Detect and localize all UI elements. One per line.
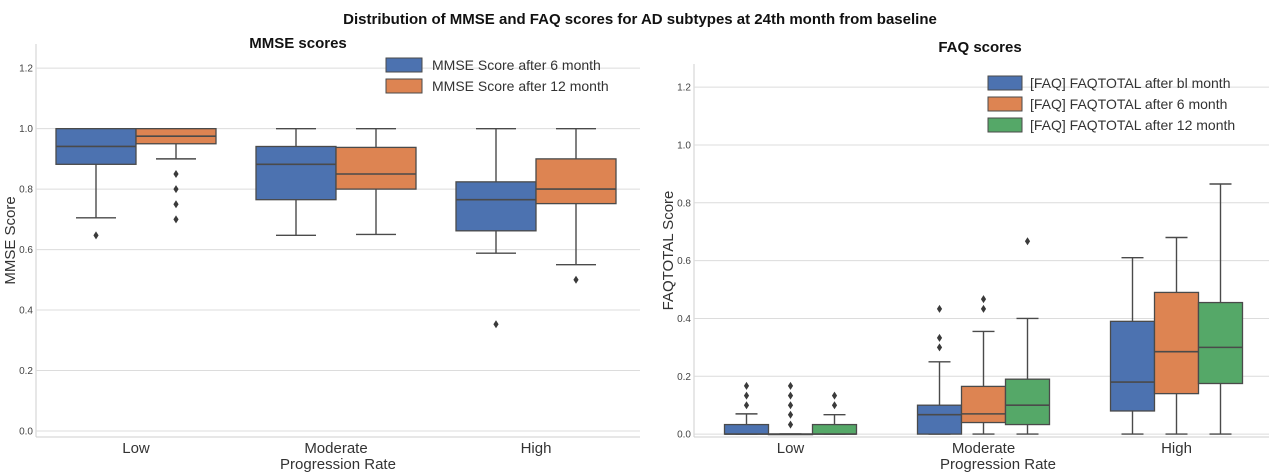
box-2-moderate	[335, 127, 417, 236]
y-tick-label: 1.2	[677, 83, 691, 94]
box-iqr	[960, 385, 1007, 424]
legend-swatch	[385, 57, 423, 73]
outlier-point	[93, 231, 99, 240]
box-iqr	[1004, 378, 1051, 426]
box-1-high	[455, 127, 537, 329]
y-tick-label: 0.0	[19, 426, 33, 437]
box-iqr	[455, 181, 537, 232]
outlier-point	[743, 381, 750, 390]
box-2-high	[535, 127, 617, 284]
outlier-point	[980, 295, 987, 304]
y-tick-label: 0.8	[19, 185, 33, 196]
y-tick-label: 0.4	[677, 314, 691, 325]
box-3-moderate	[1004, 237, 1051, 435]
outlier-point	[1024, 237, 1031, 246]
outlier-point	[936, 333, 943, 342]
y-tick-label: 0.2	[19, 366, 33, 377]
box-3-low	[811, 391, 858, 435]
faq-chart: 0.0 0.2 0.4 0.6 0.8 1.0 1.2 Low Moderate High FAQ …	[660, 39, 1269, 473]
legend-swatch	[385, 78, 423, 94]
x-tick-label: Moderate	[304, 440, 367, 457]
mmse-chart: 0.0 0.2 0.4 0.6 0.8 1.0 1.2 Low Moderate High MMSE…	[2, 35, 640, 473]
chart-title: FAQ scores	[938, 39, 1021, 56]
y-tick-label: 1.0	[677, 140, 691, 151]
box-2-moderate	[960, 295, 1007, 435]
outlier-point	[787, 420, 794, 429]
box-iqr	[811, 423, 858, 435]
outlier-point	[787, 401, 794, 410]
legend: MMSE Score after 6 month MMSE Score after…	[385, 57, 609, 94]
outlier-point	[573, 275, 579, 284]
box-iqr	[916, 404, 963, 435]
box-2-low	[767, 381, 814, 436]
box-1-moderate	[916, 304, 963, 435]
box-3-high	[1197, 183, 1244, 435]
outlier-point	[936, 343, 943, 352]
outlier-point	[173, 200, 179, 209]
y-tick-label: 1.0	[19, 124, 33, 135]
outlier-point	[936, 304, 943, 313]
box-iqr	[1153, 291, 1200, 395]
x-tick-label: High	[521, 440, 552, 457]
outlier-point	[787, 381, 794, 390]
legend-label: [FAQ] FAQTOTAL after 6 month	[1030, 96, 1227, 112]
box-1-low	[723, 381, 770, 435]
outlier-point	[493, 320, 499, 329]
legend-swatch	[987, 96, 1023, 112]
legend: [FAQ] FAQTOTAL after bl month [FAQ] FAQTO…	[987, 75, 1235, 133]
box-2-low	[135, 127, 217, 224]
outlier-point	[743, 391, 750, 400]
outlier-point	[173, 185, 179, 194]
box-1-low	[55, 127, 137, 240]
x-tick-label: Low	[122, 440, 150, 457]
figure-title: Distribution of MMSE and FAQ scores for …	[343, 11, 937, 28]
outlier-point	[831, 401, 838, 410]
x-tick-label: High	[1161, 440, 1192, 457]
x-tick-label: Low	[777, 440, 805, 457]
box-iqr	[1197, 301, 1244, 385]
x-tick-label: Moderate	[952, 440, 1015, 457]
outlier-point	[787, 391, 794, 400]
box-iqr	[255, 145, 337, 201]
legend-label: MMSE Score after 6 month	[432, 57, 601, 73]
y-axis-label: MMSE Score	[2, 196, 19, 284]
box-iqr	[535, 158, 617, 205]
box-iqr	[335, 146, 417, 190]
x-axis-label: Progression Rate	[280, 456, 396, 473]
box-iqr	[1109, 320, 1156, 412]
box-iqr	[723, 423, 770, 435]
y-tick-label: 1.2	[19, 64, 33, 75]
y-tick-label: 0.6	[677, 256, 691, 267]
x-axis-label: Progression Rate	[940, 456, 1056, 473]
y-tick-label: 0.2	[677, 372, 691, 383]
chart-title: MMSE scores	[249, 35, 347, 52]
legend-label: [FAQ] FAQTOTAL after 12 month	[1030, 117, 1235, 133]
outlier-point	[831, 391, 838, 400]
legend-label: MMSE Score after 12 month	[432, 78, 609, 94]
y-axis-label: FAQTOTAL Score	[660, 191, 677, 311]
outlier-point	[173, 215, 179, 224]
legend-label: [FAQ] FAQTOTAL after bl month	[1030, 75, 1230, 91]
box-1-moderate	[255, 127, 337, 237]
outlier-point	[743, 401, 750, 410]
box-1-high	[1109, 257, 1156, 435]
legend-swatch	[987, 75, 1023, 91]
box-2-high	[1153, 236, 1200, 435]
outlier-point	[173, 169, 179, 178]
legend-swatch	[987, 117, 1023, 133]
y-tick-label: 0.4	[19, 306, 33, 317]
y-tick-label: 0.8	[677, 198, 691, 209]
y-tick-label: 0.6	[19, 245, 33, 256]
outlier-point	[787, 410, 794, 419]
outlier-point	[980, 304, 987, 313]
y-tick-label: 0.0	[677, 430, 691, 441]
